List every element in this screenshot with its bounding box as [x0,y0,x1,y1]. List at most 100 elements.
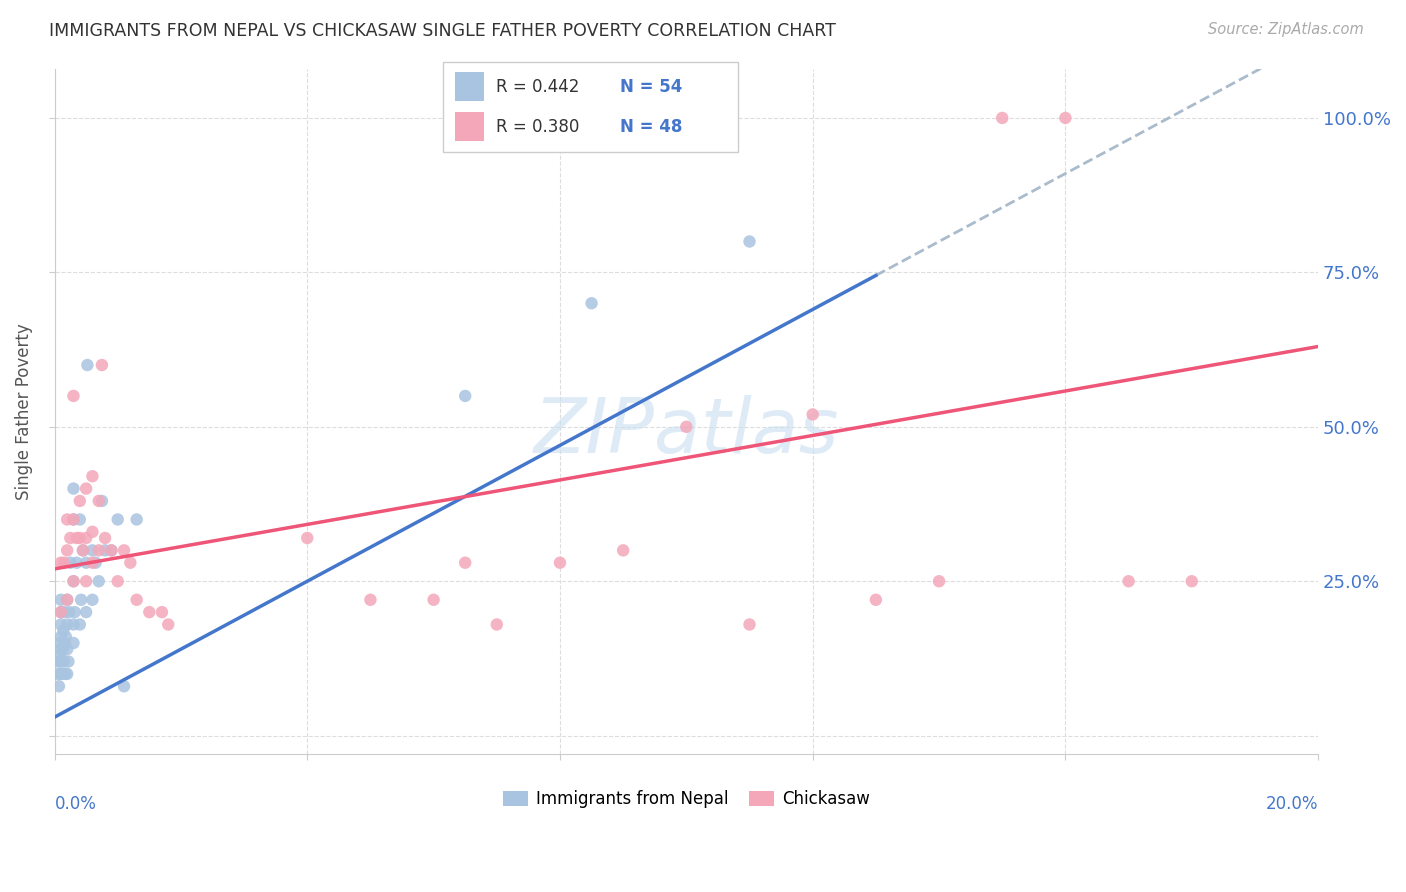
Point [69,512,91,526]
Point [100,543,122,558]
Point [125,512,148,526]
Point [1054,111,1077,125]
Text: R = 0.380: R = 0.380 [496,118,579,136]
Point [675,419,697,434]
Point [55,630,77,644]
Point [62,636,84,650]
Point [52,642,75,657]
Point [82,543,104,558]
Point [66,556,89,570]
Point [75,556,97,570]
Point [49,592,72,607]
Point [75,482,97,496]
Point [62,512,84,526]
Point [49,605,72,619]
Point [94,543,117,558]
Point [62,389,84,403]
Point [53,655,76,669]
Point [612,543,634,558]
Point [87,574,110,589]
Point [49,556,72,570]
FancyBboxPatch shape [443,62,738,152]
Point [48,679,70,693]
Point [75,605,97,619]
Point [359,592,381,607]
Point [69,531,91,545]
Point [56,512,79,526]
Point [82,592,104,607]
Point [454,389,477,403]
Point [112,543,135,558]
Point [53,636,76,650]
Point [801,408,824,422]
Point [75,574,97,589]
Point [75,531,97,545]
Point [49,666,72,681]
Point [56,617,79,632]
Point [66,531,89,545]
Point [454,556,477,570]
Point [62,482,84,496]
Text: N = 54: N = 54 [620,78,682,95]
Text: Source: ZipAtlas.com: Source: ZipAtlas.com [1208,22,1364,37]
Point [46,666,69,681]
Point [422,592,444,607]
Point [48,636,70,650]
Point [1118,574,1140,589]
Point [53,605,76,619]
Point [150,605,173,619]
Point [70,592,93,607]
Point [62,617,84,632]
Point [52,624,75,638]
Point [69,494,91,508]
Text: 20.0%: 20.0% [1265,796,1319,814]
Point [485,617,508,632]
Point [82,469,104,483]
Point [991,111,1014,125]
Point [56,543,79,558]
Point [59,531,82,545]
Point [138,605,160,619]
Point [53,666,76,681]
Point [928,574,950,589]
Point [87,543,110,558]
FancyBboxPatch shape [454,72,484,101]
Point [49,642,72,657]
Point [58,605,80,619]
Point [82,524,104,539]
Point [82,556,104,570]
Text: 0.0%: 0.0% [55,796,97,814]
Point [84,556,107,570]
Point [59,556,82,570]
Text: R = 0.442: R = 0.442 [496,78,579,95]
Point [56,666,79,681]
Point [62,574,84,589]
Point [297,531,319,545]
Point [738,235,761,249]
Point [125,592,148,607]
Point [87,494,110,508]
Point [62,512,84,526]
Point [865,592,887,607]
Point [107,512,129,526]
Point [100,543,122,558]
Point [56,592,79,607]
Text: IMMIGRANTS FROM NEPAL VS CHICKASAW SINGLE FATHER POVERTY CORRELATION CHART: IMMIGRANTS FROM NEPAL VS CHICKASAW SINGL… [49,22,837,40]
Point [107,574,129,589]
Point [69,617,91,632]
Point [72,543,94,558]
Point [112,679,135,693]
Point [49,630,72,644]
Point [62,574,84,589]
Point [90,494,112,508]
Point [1181,574,1204,589]
Point [49,605,72,619]
Point [157,617,180,632]
Legend: Immigrants from Nepal, Chickasaw: Immigrants from Nepal, Chickasaw [496,783,876,814]
Point [56,592,79,607]
Point [49,648,72,663]
Point [738,617,761,632]
Point [548,556,571,570]
Point [49,617,72,632]
FancyBboxPatch shape [454,112,484,141]
